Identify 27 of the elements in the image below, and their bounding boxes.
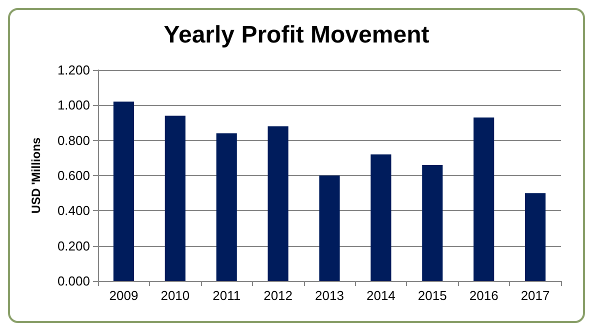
y-tick-label: 0.400 [57, 203, 90, 218]
y-tick-label: 1.200 [57, 62, 90, 78]
x-tick-label: 2015 [418, 288, 447, 303]
chart-title: Yearly Profit Movement [164, 22, 430, 48]
bar [474, 117, 494, 281]
y-tick-label: 0.600 [57, 168, 90, 183]
bar [164, 116, 186, 281]
x-tick-label: 2009 [109, 288, 138, 303]
y-tick-label: 0.800 [57, 132, 90, 148]
x-tick-label: 2011 [212, 288, 241, 303]
y-tick-label: 0.200 [57, 238, 90, 254]
x-tick-label: 2016 [469, 288, 498, 303]
bar [268, 126, 288, 281]
y-tick-label: 0.000 [57, 274, 90, 288]
x-tick-label: 2012 [264, 288, 293, 303]
bar [216, 133, 237, 281]
x-tick-label: 2013 [315, 288, 344, 303]
bar [422, 164, 443, 281]
y-axis-title: USD 'Millions [29, 137, 43, 214]
x-tick-label: 2017 [520, 288, 550, 303]
y-tick-label: 1.000 [57, 98, 90, 113]
x-tick-label: 2010 [160, 288, 190, 303]
bar [113, 102, 134, 281]
bar [370, 154, 392, 281]
bar [319, 176, 340, 281]
x-tick-label: 2014 [366, 288, 396, 303]
bar [524, 193, 546, 281]
